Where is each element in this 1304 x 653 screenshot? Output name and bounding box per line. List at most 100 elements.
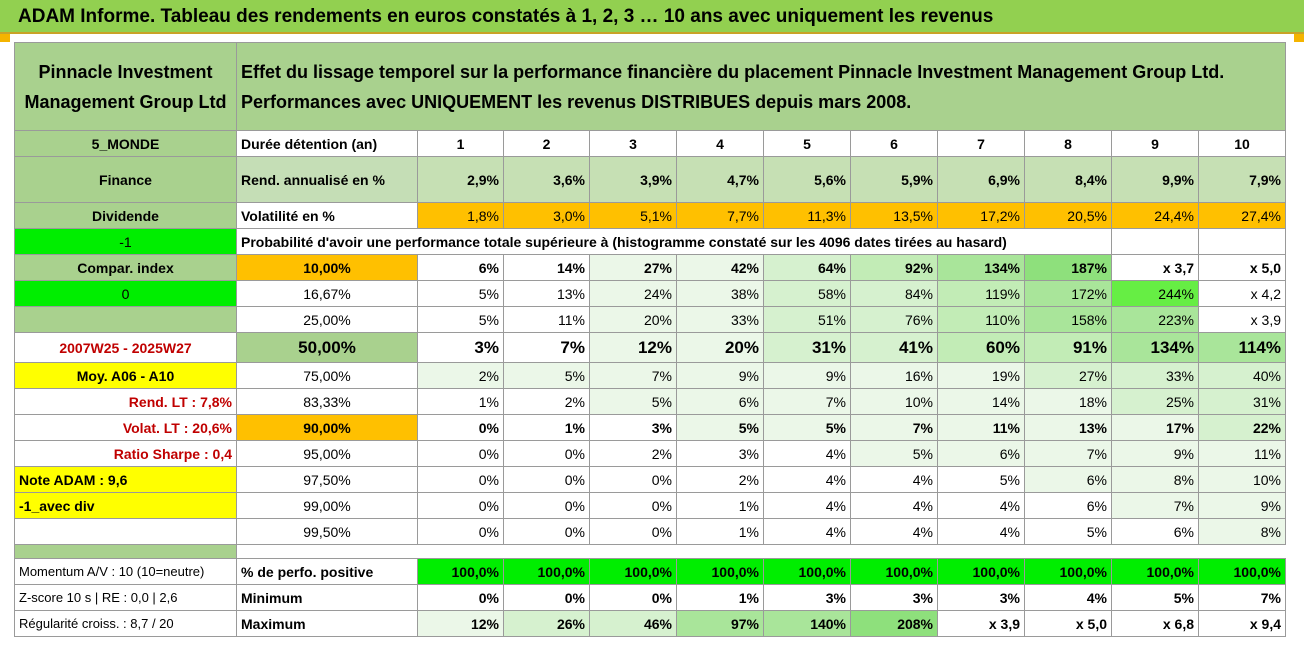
probability-cell: 64% bbox=[763, 254, 851, 281]
percentile-threshold: 75,00% bbox=[236, 362, 418, 389]
probability-cell: 8% bbox=[1111, 466, 1199, 493]
probability-cell: 0% bbox=[417, 492, 504, 519]
year-header: 6 bbox=[850, 130, 938, 157]
probability-cell: 92% bbox=[850, 254, 938, 281]
blank-label bbox=[14, 518, 237, 545]
volatility-label: Volatilité en % bbox=[236, 202, 418, 229]
volatility-cell: 5,1% bbox=[589, 202, 677, 229]
probability-cell: 7% bbox=[1024, 440, 1112, 467]
probability-cell: 5% bbox=[676, 414, 764, 441]
probability-cell: 4% bbox=[763, 440, 851, 467]
probability-cell: 16% bbox=[850, 362, 938, 389]
year-header: 10 bbox=[1198, 130, 1286, 157]
probability-cell: 5% bbox=[417, 280, 504, 307]
positive-perf-cell: 100,0% bbox=[850, 558, 938, 585]
probability-cell: 5% bbox=[417, 306, 504, 333]
maximum-cell: x 3,9 bbox=[937, 610, 1025, 637]
volatility-cell: 27,4% bbox=[1198, 202, 1286, 229]
positive-perf-cell: 100,0% bbox=[589, 558, 677, 585]
minimum-cell: 0% bbox=[417, 584, 504, 611]
probability-cell: 110% bbox=[937, 306, 1025, 333]
year-header: 1 bbox=[417, 130, 504, 157]
probability-cell: 0% bbox=[589, 518, 677, 545]
percentile-threshold: 50,00% bbox=[236, 332, 418, 363]
probability-cell: 6% bbox=[417, 254, 504, 281]
probability-cell: 1% bbox=[676, 518, 764, 545]
probability-cell: 7% bbox=[1111, 492, 1199, 519]
volatility-cell: 7,7% bbox=[676, 202, 764, 229]
probability-cell: 2% bbox=[676, 466, 764, 493]
percentile-threshold: 90,00% bbox=[236, 414, 418, 441]
maximum-cell: 26% bbox=[503, 610, 590, 637]
long-term-return: Rend. LT : 7,8% bbox=[14, 388, 237, 415]
corner-marker bbox=[0, 34, 10, 42]
probability-cell: 172% bbox=[1024, 280, 1112, 307]
probability-cell: 9% bbox=[676, 362, 764, 389]
percentile-threshold: 99,00% bbox=[236, 492, 418, 519]
probability-cell: 6% bbox=[1024, 466, 1112, 493]
minimum-cell: 3% bbox=[937, 584, 1025, 611]
probability-cell: 13% bbox=[503, 280, 590, 307]
probability-cell: 4% bbox=[850, 466, 938, 493]
probability-cell: 5% bbox=[850, 440, 938, 467]
duration-label: Durée détention (an) bbox=[236, 130, 418, 157]
maximum-cell: 12% bbox=[417, 610, 504, 637]
report-title: ADAM Informe. Tableau des rendements en … bbox=[0, 0, 1304, 34]
probability-cell: 6% bbox=[937, 440, 1025, 467]
return-label: Rend. annualisé en % bbox=[236, 156, 418, 203]
spacer-cell bbox=[237, 545, 1286, 559]
probability-cell: 17% bbox=[1111, 414, 1199, 441]
probability-cell: 0% bbox=[417, 440, 504, 467]
annual-return-cell: 6,9% bbox=[937, 156, 1025, 203]
probability-cell: 187% bbox=[1024, 254, 1112, 281]
probability-cell: 13% bbox=[1024, 414, 1112, 441]
dividend-tag: -1_avec div bbox=[14, 492, 237, 519]
probability-cell: 9% bbox=[1111, 440, 1199, 467]
annual-return-cell: 7,9% bbox=[1198, 156, 1286, 203]
probability-cell: 76% bbox=[850, 306, 938, 333]
probability-cell: 4% bbox=[763, 466, 851, 493]
probability-cell: 60% bbox=[937, 332, 1025, 363]
probability-cell: 18% bbox=[1024, 388, 1112, 415]
probability-cell: 6% bbox=[1111, 518, 1199, 545]
probability-cell: 10% bbox=[1198, 466, 1286, 493]
probability-cell: 5% bbox=[763, 414, 851, 441]
spacer-cell bbox=[14, 544, 237, 559]
probability-cell: 20% bbox=[589, 306, 677, 333]
probability-cell: 134% bbox=[937, 254, 1025, 281]
probability-cell: 9% bbox=[1198, 492, 1286, 519]
maximum-cell: 46% bbox=[589, 610, 677, 637]
probability-cell: 41% bbox=[850, 332, 938, 363]
minimum-cell: 4% bbox=[1024, 584, 1112, 611]
probability-cell: 0% bbox=[589, 466, 677, 493]
positive-perf-cell: 100,0% bbox=[763, 558, 851, 585]
maximum-cell: 140% bbox=[763, 610, 851, 637]
positive-perf-cell: 100,0% bbox=[937, 558, 1025, 585]
probability-cell: 33% bbox=[676, 306, 764, 333]
average-label: Moy. A06 - A10 bbox=[14, 362, 237, 389]
probability-cell: 33% bbox=[1111, 362, 1199, 389]
probability-cell: 7% bbox=[503, 332, 590, 363]
year-header: 8 bbox=[1024, 130, 1112, 157]
percentile-threshold: 97,50% bbox=[236, 466, 418, 493]
minimum-cell: 7% bbox=[1198, 584, 1286, 611]
probability-cell: 0% bbox=[417, 466, 504, 493]
probability-cell: 11% bbox=[503, 306, 590, 333]
probability-cell: 5% bbox=[937, 466, 1025, 493]
probability-cell: 134% bbox=[1111, 332, 1199, 363]
probability-cell: 25% bbox=[1111, 388, 1199, 415]
percentile-threshold: 99,50% bbox=[236, 518, 418, 545]
positive-perf-cell: 100,0% bbox=[503, 558, 590, 585]
percentile-threshold: 25,00% bbox=[236, 306, 418, 333]
probability-cell: 158% bbox=[1024, 306, 1112, 333]
minimum-cell: 5% bbox=[1111, 584, 1199, 611]
probability-cell: 24% bbox=[589, 280, 677, 307]
probability-cell: 12% bbox=[589, 332, 677, 363]
summary-row-label: Maximum bbox=[236, 610, 418, 637]
probability-cell: 20% bbox=[676, 332, 764, 363]
probability-cell: 9% bbox=[763, 362, 851, 389]
minimum-cell: 3% bbox=[763, 584, 851, 611]
probability-cell: 91% bbox=[1024, 332, 1112, 363]
maximum-cell: 97% bbox=[676, 610, 764, 637]
adam-score: Note ADAM : 9,6 bbox=[14, 466, 237, 493]
